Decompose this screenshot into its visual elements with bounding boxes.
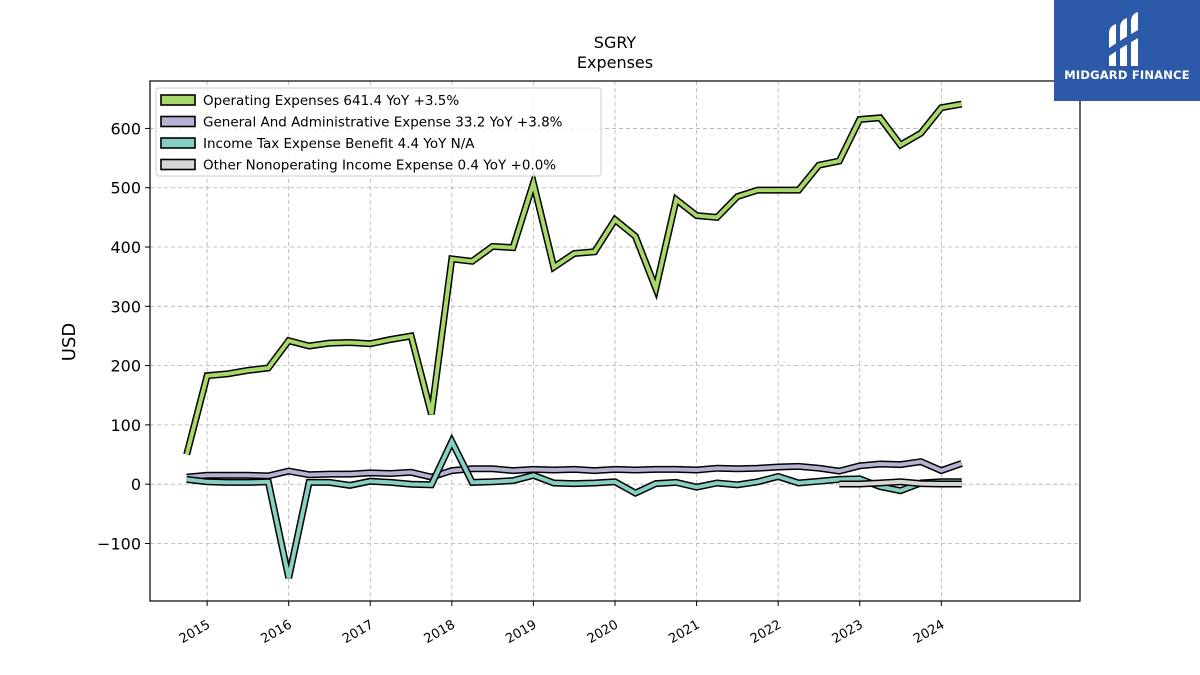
series-line-other-nonoperating-income-expense	[839, 479, 962, 486]
brand-mark-icon	[1109, 12, 1138, 66]
x-tick-label: 2018	[422, 617, 458, 647]
chart-subtitle: Expenses	[577, 53, 653, 72]
y-tick-label: 100	[110, 416, 141, 435]
legend-swatch-other-nonoperating-income-expense	[160, 158, 196, 171]
y-axis-label: USD	[59, 323, 80, 361]
series-lines	[183, 100, 963, 579]
x-tick-label: 2019	[503, 617, 539, 647]
x-tick-label: 2017	[340, 617, 376, 647]
legend-swatch-general-and-administrative-expense	[160, 115, 196, 128]
legend-box	[155, 87, 602, 177]
x-tick-label: 2021	[666, 617, 702, 647]
x-tick-label: 2023	[830, 617, 866, 647]
legend-label-operating-expenses: Operating Expenses 641.4 YoY +3.5%	[203, 93, 459, 109]
legend-label-other-nonoperating-income-expense: Other Nonoperating Income Expense 0.4 Yo…	[203, 158, 556, 174]
x-tick-label: 2016	[259, 617, 295, 647]
legend-label-general-and-administrative-expense: General And Administrative Expense 33.2 …	[203, 115, 563, 131]
y-tick-label: 200	[110, 357, 141, 376]
chart-title: SGRY	[594, 33, 637, 52]
series-line-operating-expenses	[184, 102, 963, 456]
y-tick-label: −100	[97, 534, 141, 553]
series-line-general-and-administrative-expense	[186, 459, 963, 480]
y-tick-label: 600	[110, 119, 141, 138]
y-tick-label: 400	[110, 238, 141, 257]
legend-swatch-operating-expenses	[160, 94, 196, 106]
brand-logo: MIDGARD FINANCE	[1054, 0, 1200, 101]
x-axis-ticks: 2015 2016 2017 2018 2019 2020 2021 2022 2023 2024	[177, 601, 947, 647]
y-tick-label: 0	[131, 475, 141, 494]
y-axis-ticks: −100 0 100 200 300 400 500 600	[97, 119, 150, 553]
x-tick-label: 2024	[911, 617, 947, 647]
x-tick-label: 2020	[585, 617, 621, 647]
legend-swatch-income-tax-expense-benefit	[160, 137, 196, 149]
y-tick-label: 500	[110, 179, 141, 198]
x-tick-label: 2022	[748, 617, 784, 647]
legend: Operating Expenses 641.4 YoY +3.5% Genera…	[155, 87, 602, 177]
brand-name: MIDGARD FINANCE	[1064, 68, 1190, 82]
legend-label-income-tax-expense-benefit: Income Tax Expense Benefit 4.4 YoY N/A	[203, 136, 475, 152]
series-line-income-tax-expense-benefit	[186, 436, 962, 579]
y-tick-label: 300	[110, 297, 141, 316]
x-tick-label: 2015	[177, 617, 213, 647]
